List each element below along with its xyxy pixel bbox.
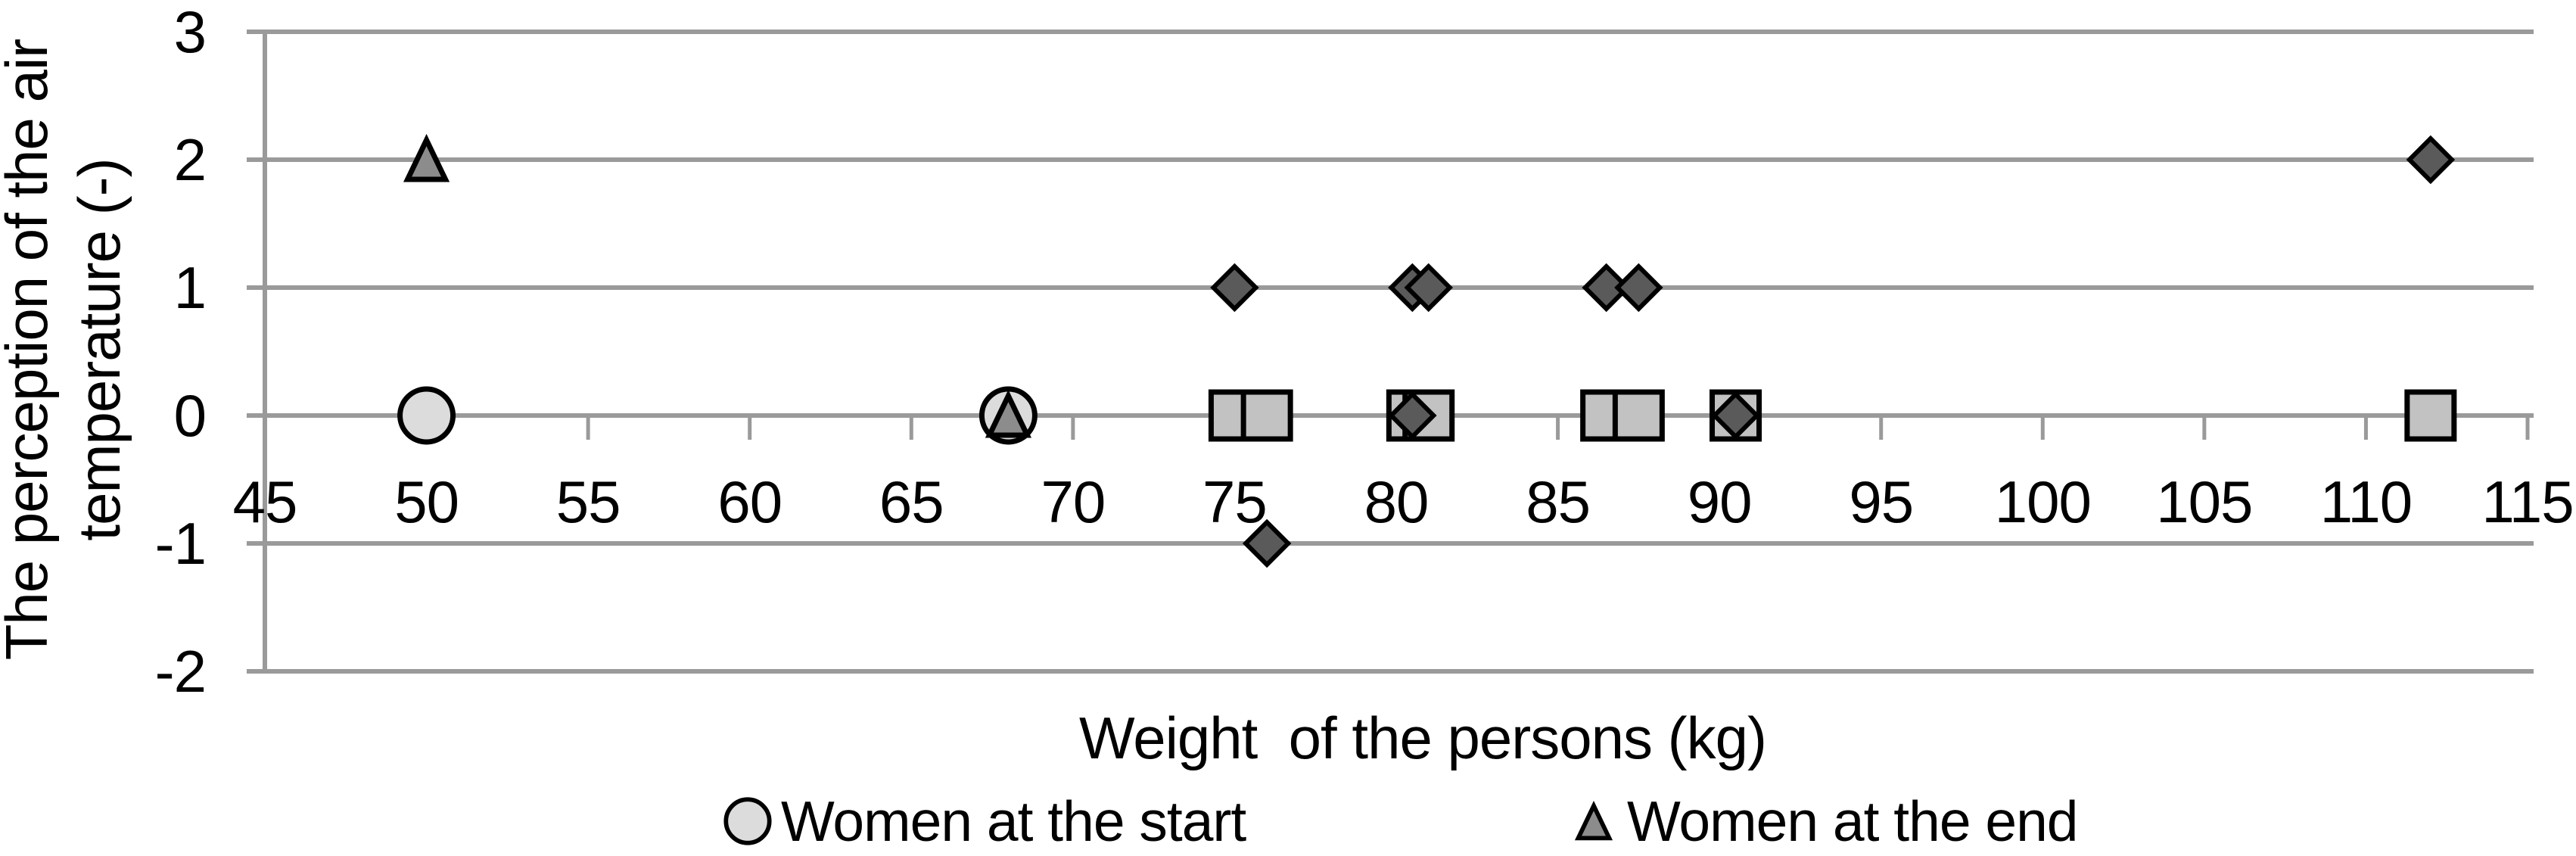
y-axis-title-line1: The perception of the air [0, 39, 60, 661]
x-axis-title: Weight of the persons (kg) [1079, 705, 1766, 771]
y-axis-tick-labels: 3 2 1 0 -1 -2 [155, 0, 207, 705]
square-marker-x112-y0 [2404, 389, 2457, 442]
diamond-marker-x90.5-y0 [1711, 391, 1760, 440]
y-tick-label-1: 1 [174, 254, 206, 321]
x-tick-label-65: 65 [879, 468, 944, 535]
triangle-marker-x50-y2 [403, 133, 450, 182]
diamond-marker-x80.5-y0 [1388, 391, 1437, 440]
legend: Women at the start Women at the end [723, 789, 2079, 853]
x-tick-label-45: 45 [233, 468, 297, 535]
y-tick-label--2: -2 [155, 638, 206, 705]
x-tick-label-75: 75 [1202, 468, 1267, 535]
series-diamond [1210, 135, 2456, 568]
triangle-legend-marker [1574, 801, 1613, 841]
diamond-marker-x75-y1 [1210, 263, 1259, 313]
x-tick-label-70: 70 [1041, 468, 1105, 535]
legend-label: Women at the start [781, 789, 1246, 852]
legend-item: Women at the end [1574, 789, 2079, 853]
x-tick-label-80: 80 [1364, 468, 1429, 535]
x-tick-label-110: 110 [2320, 468, 2412, 535]
legend-marker-triangle [1574, 801, 1613, 841]
x-tick-label-50: 50 [394, 468, 459, 535]
circle-legend-marker [723, 797, 772, 845]
y-axis-title-line2: temperature (-) [66, 158, 132, 540]
y-tick-label-0: 0 [174, 382, 206, 449]
diamond-marker-x86.5-y1 [1582, 263, 1631, 313]
triangle-marker-x68-y0 [985, 389, 1031, 438]
y-tick-label-3: 3 [174, 0, 206, 65]
legend-marker-circle [723, 797, 772, 845]
x-tick-label-105: 105 [2156, 468, 2252, 535]
square-marker-x87.5-y0 [1612, 389, 1665, 442]
diamond-marker-x112-y2 [2406, 135, 2456, 185]
legend-label: Women at the end [1627, 789, 2078, 852]
x-tick-label-85: 85 [1526, 468, 1590, 535]
y-tick-label--1: -1 [155, 510, 206, 577]
diamond-marker-x81-y1 [1404, 263, 1453, 313]
x-tick-label-55: 55 [556, 468, 621, 535]
axes [263, 32, 2534, 671]
x-tick-label-115: 115 [2481, 468, 2573, 535]
series-triangle [403, 133, 1031, 438]
diamond-marker-x76-y-1 [1242, 518, 1292, 568]
circle-marker-x50-y0 [397, 386, 456, 445]
y-tick-label-2: 2 [174, 126, 206, 193]
gridlines [247, 30, 2534, 674]
x-tick-label-95: 95 [1849, 468, 1913, 535]
legend-item: Women at the start [723, 789, 1247, 853]
x-tick-label-100: 100 [1995, 468, 2091, 535]
x-axis-tick-labels: 45 50 55 60 65 70 75 80 85 90 95 100 105 110 115 [233, 468, 2574, 535]
x-tick-label-90: 90 [1688, 468, 1752, 535]
square-marker-x76-y0 [1240, 389, 1293, 442]
diamond-marker-x87.5-y1 [1614, 263, 1663, 313]
data-series-layer [397, 133, 2457, 568]
x-tick-label-60: 60 [717, 468, 782, 535]
